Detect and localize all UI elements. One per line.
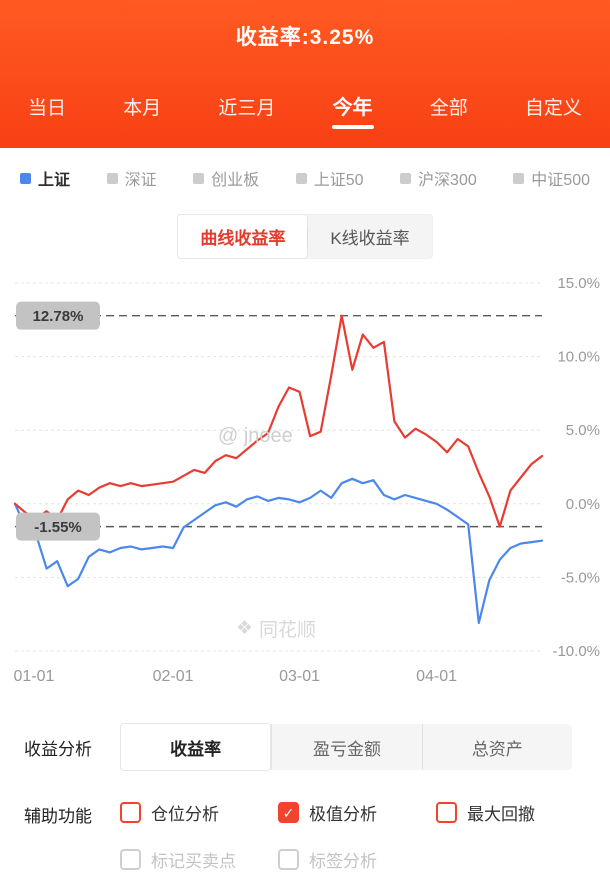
checkbox-label: 最大回撤	[467, 805, 535, 824]
header: 收益率:3.25% 当日 本月 近三月 今年 全部 自定义	[0, 0, 610, 148]
active-tab-underline	[331, 125, 374, 129]
legend-square-icon	[193, 172, 205, 184]
checkbox-label: 极值分析	[309, 805, 377, 824]
marker-badge: -1.55%	[16, 512, 100, 541]
checkbox-box-icon: ✓	[278, 802, 299, 823]
tab-custom-label: 自定义	[524, 98, 582, 119]
yield-chart[interactable]: 15.0% 10.0% 5.0% 0.0% -5.0% -10.0% 12.78% -1.55…	[0, 267, 610, 702]
tab-last-three-months[interactable]: 近三月	[218, 93, 275, 134]
y-axis-label: 5.0%	[566, 422, 600, 439]
y-axis-label: 0.0%	[566, 496, 600, 513]
y-axis-label: -5.0%	[561, 569, 600, 586]
index-item-shangzheng50[interactable]: 上证50	[295, 166, 364, 190]
index-item-zhongzheng500[interactable]: 中证500	[513, 166, 590, 190]
toggle-curve-yield[interactable]: 曲线收益率	[177, 214, 309, 259]
checkbox-label: 仓位分析	[151, 805, 219, 824]
tab-all-label: 全部	[429, 98, 468, 119]
tab-today[interactable]: 当日	[28, 93, 66, 134]
aux-label: 辅助功能	[24, 807, 92, 826]
index-label: 上证	[38, 172, 71, 189]
index-label: 深证	[124, 172, 157, 189]
tab-yield-rate[interactable]: 收益率	[120, 723, 272, 771]
x-axis-label: 01-01	[14, 668, 55, 685]
analysis-tabs: 收益率 盈亏金额 总资产	[120, 723, 572, 771]
x-axis-label: 02-01	[153, 668, 194, 685]
index-label: 上证50	[313, 172, 364, 189]
checkbox-label: 标记买卖点	[151, 852, 236, 871]
toggle-divider	[307, 226, 309, 247]
index-item-shenzheng[interactable]: 深证	[106, 166, 157, 190]
check-icon: ✓	[282, 804, 295, 821]
legend-square-icon	[295, 172, 307, 184]
index-item-hushen300[interactable]: 沪深300	[400, 166, 477, 190]
marker-badge: 12.78%	[16, 301, 100, 330]
aux-section: 辅助功能 仓位分析 ✓ 极值分析 最大回撤 标记买卖点 标签分析	[0, 800, 610, 872]
tab-custom[interactable]: 自定义	[525, 93, 582, 134]
legend-square-icon	[106, 172, 118, 184]
legend-square-icon	[400, 172, 412, 184]
yield-chart-svg: 15.0% 10.0% 5.0% 0.0% -5.0% -10.0% 12.78% -1.55…	[13, 275, 600, 685]
checkbox-box-icon	[120, 849, 141, 870]
marker-badge-label: 12.78%	[33, 308, 84, 325]
tab-profit-amount[interactable]: 盈亏金额	[271, 724, 421, 770]
y-axis-label: -10.0%	[552, 643, 600, 660]
index-item-chuangyeban[interactable]: 创业板	[193, 166, 259, 190]
tab-this-year-label: 今年	[332, 97, 373, 119]
legend-square-icon	[20, 172, 31, 184]
x-axis-label: 03-01	[279, 668, 320, 685]
tab-total-assets[interactable]: 总资产	[421, 724, 572, 770]
checkbox-box-icon	[278, 849, 299, 870]
y-axis-label: 15.0%	[557, 275, 600, 292]
analysis-label: 收益分析	[24, 739, 92, 759]
tab-all[interactable]: 全部	[430, 93, 468, 134]
chart-type-toggle: 曲线收益率 K线收益率	[177, 214, 433, 259]
index-label: 中证500	[531, 172, 590, 189]
y-axis-label: 10.0%	[557, 349, 600, 366]
period-tabs: 当日 本月 近三月 今年 全部 自定义	[0, 91, 610, 134]
marker-badge-label: -1.55%	[34, 519, 82, 536]
checkbox-position-analysis[interactable]: 仓位分析	[120, 800, 278, 825]
tab-this-month[interactable]: 本月	[123, 93, 161, 134]
checkbox-box-icon	[436, 802, 457, 823]
checkbox-box-icon	[120, 802, 141, 823]
tab-last-three-months-label: 近三月	[218, 98, 276, 119]
aux-options: 仓位分析 ✓ 极值分析 最大回撤 标记买卖点 标签分析	[120, 800, 594, 872]
index-selector: 上证 深证 创业板 上证50 沪深300 中证500	[0, 166, 610, 190]
legend-square-icon	[513, 172, 525, 184]
checkbox-extreme-analysis[interactable]: ✓ 极值分析	[278, 800, 436, 825]
series-line	[13, 314, 544, 528]
analysis-section: 收益分析 收益率 盈亏金额 总资产	[0, 723, 610, 771]
tab-this-year[interactable]: 今年	[331, 91, 374, 134]
index-item-shangzheng[interactable]: 上证	[20, 166, 70, 190]
checkbox-tag-analysis[interactable]: 标签分析	[278, 847, 436, 872]
toggle-kline-yield[interactable]: K线收益率	[330, 229, 410, 248]
checkbox-mark-trade-points[interactable]: 标记买卖点	[120, 847, 278, 872]
tab-this-month-label: 本月	[123, 98, 162, 119]
checkbox-label: 标签分析	[309, 852, 377, 871]
index-label: 沪深300	[418, 172, 477, 189]
index-label: 创业板	[211, 172, 260, 189]
series-line	[13, 477, 544, 625]
checkbox-max-drawdown[interactable]: 最大回撤	[436, 800, 594, 825]
page-title: 收益率:3.25%	[235, 26, 375, 49]
tab-today-label: 当日	[28, 98, 67, 119]
x-axis-label: 04-01	[416, 668, 457, 685]
